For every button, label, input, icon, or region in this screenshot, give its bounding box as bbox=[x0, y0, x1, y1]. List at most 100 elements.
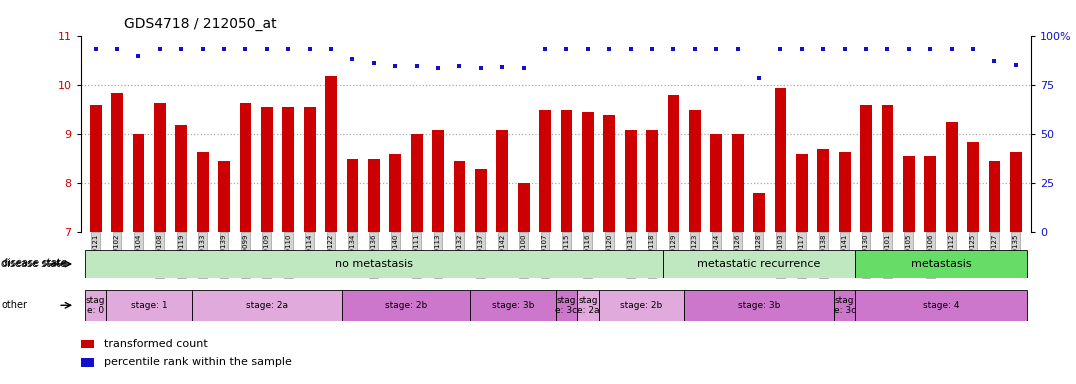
Point bbox=[344, 55, 362, 61]
Point bbox=[943, 46, 960, 52]
Point bbox=[109, 46, 126, 52]
Text: stag
e: 0: stag e: 0 bbox=[86, 296, 105, 315]
Bar bbox=[470, 290, 555, 321]
Text: no metastasis: no metastasis bbox=[335, 259, 413, 269]
Point bbox=[494, 64, 511, 70]
Bar bbox=[989, 161, 1001, 232]
Point bbox=[472, 65, 490, 71]
Bar bbox=[496, 129, 508, 232]
Point bbox=[836, 46, 853, 52]
Bar bbox=[834, 290, 855, 321]
Bar bbox=[218, 161, 230, 232]
Text: stage: 1: stage: 1 bbox=[131, 301, 168, 310]
Text: stage: 3b: stage: 3b bbox=[492, 301, 534, 310]
Bar bbox=[433, 129, 444, 232]
Bar bbox=[411, 134, 423, 232]
Bar bbox=[860, 105, 872, 232]
Point bbox=[280, 46, 297, 52]
Bar bbox=[710, 134, 722, 232]
Text: metastasis: metastasis bbox=[910, 259, 972, 269]
Text: stag
e: 2a: stag e: 2a bbox=[577, 296, 599, 315]
Point bbox=[879, 46, 896, 52]
Point bbox=[622, 46, 639, 52]
Point bbox=[515, 65, 533, 71]
Bar bbox=[390, 154, 401, 232]
Bar bbox=[85, 290, 107, 321]
Text: stag
e: 3c: stag e: 3c bbox=[555, 296, 578, 315]
Text: GDS4718 / 212050_at: GDS4718 / 212050_at bbox=[124, 17, 277, 31]
Bar bbox=[282, 108, 294, 232]
Point bbox=[665, 46, 682, 52]
Point bbox=[858, 46, 875, 52]
Bar bbox=[132, 134, 144, 232]
Bar bbox=[967, 142, 979, 232]
Point bbox=[258, 46, 275, 52]
Bar bbox=[303, 108, 315, 232]
Bar bbox=[85, 250, 663, 278]
Bar bbox=[684, 290, 834, 321]
Point bbox=[600, 46, 618, 52]
Point bbox=[793, 46, 810, 52]
Point bbox=[537, 46, 554, 52]
Point bbox=[643, 46, 661, 52]
Bar bbox=[111, 93, 123, 232]
Bar bbox=[175, 125, 187, 232]
Bar bbox=[346, 159, 358, 232]
Point bbox=[922, 46, 939, 52]
Point bbox=[964, 46, 981, 52]
Point bbox=[386, 63, 404, 69]
Text: stag
e: 3c: stag e: 3c bbox=[834, 296, 855, 315]
Point bbox=[215, 46, 232, 52]
Bar bbox=[818, 149, 830, 232]
Bar bbox=[555, 290, 577, 321]
Text: metastatic recurrence: metastatic recurrence bbox=[697, 259, 821, 269]
Point bbox=[87, 46, 104, 52]
Bar bbox=[604, 115, 615, 232]
Bar bbox=[261, 108, 272, 232]
Text: disease state: disease state bbox=[2, 258, 67, 268]
Bar bbox=[946, 122, 958, 232]
Text: stage: 2b: stage: 2b bbox=[620, 301, 663, 310]
Point bbox=[579, 46, 596, 52]
Bar bbox=[107, 290, 192, 321]
Point bbox=[686, 46, 704, 52]
Point bbox=[429, 65, 447, 71]
Bar bbox=[732, 134, 744, 232]
Text: stage: 2b: stage: 2b bbox=[385, 301, 427, 310]
Point bbox=[194, 46, 211, 52]
Point bbox=[750, 75, 767, 81]
Text: other: other bbox=[2, 300, 28, 310]
Bar bbox=[192, 290, 342, 321]
Bar bbox=[577, 290, 598, 321]
Text: stage: 2a: stage: 2a bbox=[246, 301, 288, 310]
Bar bbox=[924, 156, 936, 232]
Bar bbox=[81, 340, 95, 349]
Point bbox=[323, 46, 340, 52]
Point bbox=[815, 46, 832, 52]
Point bbox=[451, 63, 468, 69]
Bar bbox=[1010, 152, 1022, 232]
Point bbox=[708, 46, 725, 52]
Bar bbox=[475, 169, 486, 232]
Point bbox=[1007, 62, 1024, 68]
Text: stage: 3b: stage: 3b bbox=[738, 301, 780, 310]
Bar bbox=[796, 154, 808, 232]
Bar bbox=[855, 290, 1027, 321]
Bar bbox=[667, 95, 679, 232]
Text: percentile rank within the sample: percentile rank within the sample bbox=[104, 358, 292, 367]
Bar bbox=[342, 290, 470, 321]
Bar bbox=[154, 103, 166, 232]
Bar bbox=[81, 358, 95, 367]
Bar bbox=[454, 161, 465, 232]
Bar bbox=[89, 105, 101, 232]
Bar bbox=[903, 156, 915, 232]
Bar bbox=[561, 110, 572, 232]
Bar bbox=[539, 110, 551, 232]
Bar bbox=[839, 152, 850, 232]
Bar bbox=[881, 105, 893, 232]
Bar bbox=[325, 76, 337, 232]
Point bbox=[237, 46, 254, 52]
Point bbox=[901, 46, 918, 52]
Bar bbox=[625, 129, 637, 232]
Point bbox=[152, 46, 169, 52]
